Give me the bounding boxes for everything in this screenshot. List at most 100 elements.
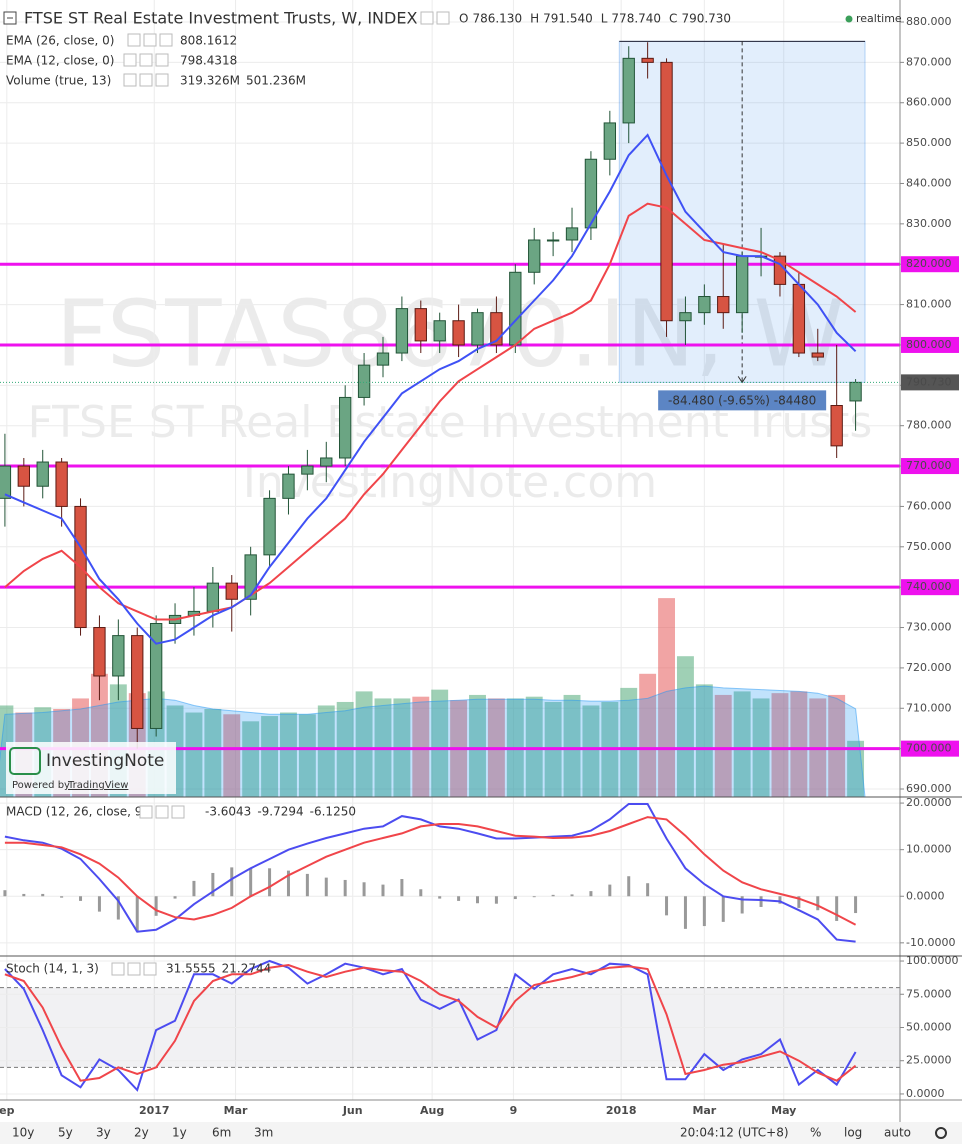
candle-body bbox=[792, 283, 806, 354]
candle-body bbox=[471, 312, 484, 346]
eye-button[interactable] bbox=[123, 73, 137, 87]
settings-button[interactable] bbox=[143, 33, 157, 47]
settings-button[interactable] bbox=[139, 53, 153, 67]
y-tick-label: 720.000 bbox=[906, 661, 952, 674]
ohlc-value: 786.130 bbox=[472, 12, 522, 26]
option-button[interactable]: auto bbox=[884, 1126, 911, 1140]
stoch-line bbox=[4, 963, 857, 1082]
volume-bar bbox=[847, 740, 865, 797]
volume-bar bbox=[714, 694, 732, 797]
level-label-box bbox=[901, 740, 959, 757]
volume-bar bbox=[431, 689, 449, 797]
y-tick-label: 860.000 bbox=[906, 96, 952, 109]
close-button[interactable] bbox=[159, 33, 173, 47]
candle-body bbox=[603, 122, 617, 160]
candle-body bbox=[301, 465, 314, 475]
watermark-symbol: FSTAS8670.IN, W bbox=[56, 280, 845, 387]
y-tick-label: 25.0000 bbox=[906, 1054, 952, 1067]
candle-body bbox=[206, 582, 220, 612]
settings-buttons bbox=[111, 11, 450, 976]
candle-body bbox=[452, 320, 465, 346]
eye-button[interactable] bbox=[139, 805, 153, 819]
logo-icon bbox=[9, 747, 41, 775]
volume-bar bbox=[223, 714, 241, 797]
range-button[interactable]: 6m bbox=[212, 1126, 231, 1140]
close-button[interactable] bbox=[155, 53, 169, 67]
y-tick-label: 100.0000 bbox=[906, 954, 959, 967]
candle-body bbox=[0, 465, 12, 499]
range-button[interactable]: 3y bbox=[96, 1126, 111, 1140]
y-tick-label: 50.0000 bbox=[906, 1020, 952, 1033]
ohlc-key: O bbox=[459, 12, 468, 26]
macd-line bbox=[4, 816, 857, 926]
candle-body bbox=[622, 57, 635, 124]
level-label-box bbox=[901, 458, 959, 475]
candle-body bbox=[528, 239, 541, 273]
ohlc-key: L bbox=[601, 12, 608, 26]
toolbar bbox=[0, 1122, 962, 1144]
settings-button[interactable] bbox=[127, 962, 141, 976]
y-tick-label: -10.0000 bbox=[906, 936, 955, 949]
range-button[interactable]: 5y bbox=[58, 1126, 73, 1140]
volume-bar bbox=[280, 712, 297, 797]
logo-brand: InvestingNote bbox=[46, 751, 164, 771]
settings-button[interactable] bbox=[436, 11, 450, 25]
range-button[interactable]: 3m bbox=[254, 1126, 273, 1140]
ohlc-legend: O 786.130 H 791.540 L 778.740 C 790.730 bbox=[459, 12, 731, 26]
legend-text: -9.7294 bbox=[257, 805, 303, 819]
legend-value: 798.4318 bbox=[180, 54, 237, 68]
candle-body bbox=[811, 352, 824, 358]
volume-bar bbox=[298, 714, 316, 797]
candle-body bbox=[55, 461, 68, 507]
volume-bar bbox=[242, 721, 260, 797]
settings-gear[interactable] bbox=[935, 1127, 947, 1139]
eye-button[interactable] bbox=[420, 11, 434, 25]
close-button[interactable] bbox=[171, 805, 185, 819]
candle-body bbox=[830, 405, 843, 447]
y-tick-label: 850.000 bbox=[906, 136, 952, 149]
candle-body bbox=[17, 465, 30, 487]
volume-bar bbox=[563, 694, 581, 797]
legend-name: Stoch (14, 1, 3) bbox=[6, 962, 99, 976]
y-tick-label: 730.000 bbox=[906, 621, 952, 634]
level-label: 820.000 bbox=[906, 257, 952, 270]
y-tick-label: 75.0000 bbox=[906, 987, 952, 1000]
level-label: 740.000 bbox=[906, 580, 952, 593]
range-button[interactable]: 2y bbox=[134, 1126, 149, 1140]
ohlc-value: 790.730 bbox=[681, 12, 731, 26]
range-button[interactable]: 10y bbox=[12, 1126, 34, 1140]
option-button[interactable]: log bbox=[844, 1126, 862, 1140]
y-tick-label: 20.0000 bbox=[906, 796, 952, 809]
volume-bar bbox=[771, 693, 789, 797]
y-tick-label: 690.000 bbox=[906, 782, 952, 795]
option-button[interactable]: % bbox=[810, 1126, 821, 1140]
eye-button[interactable] bbox=[127, 33, 141, 47]
volume-bar bbox=[261, 716, 279, 797]
stoch-line bbox=[4, 959, 857, 1092]
ohlc-key: C bbox=[669, 12, 677, 26]
eye-button[interactable] bbox=[123, 53, 137, 67]
eye-button[interactable] bbox=[111, 962, 125, 976]
legend-name: MACD (12, 26, close, 9) bbox=[6, 805, 147, 819]
candle-body bbox=[641, 57, 654, 63]
volume-bar bbox=[185, 712, 203, 797]
candle-body bbox=[565, 227, 579, 241]
candle-body bbox=[698, 296, 711, 314]
x-tick-label: ep bbox=[0, 1104, 15, 1117]
x-tick-label: 2017 bbox=[139, 1104, 170, 1117]
close-button[interactable] bbox=[143, 962, 157, 976]
x-tick-label: May bbox=[771, 1104, 796, 1117]
last-price-label: 790.730 bbox=[906, 375, 952, 388]
x-tick-label: Mar bbox=[692, 1104, 716, 1117]
settings-button[interactable] bbox=[155, 805, 169, 819]
logo-provider[interactable]: TradingView bbox=[67, 780, 128, 791]
legend-text: -6.1250 bbox=[310, 805, 356, 819]
range-button[interactable]: 1y bbox=[172, 1126, 187, 1140]
settings-button[interactable] bbox=[139, 73, 153, 87]
measure-label-box bbox=[658, 390, 827, 411]
y-tick-label: 0.0000 bbox=[906, 1087, 945, 1100]
volume-bar bbox=[525, 696, 543, 797]
close-button[interactable] bbox=[155, 73, 169, 87]
